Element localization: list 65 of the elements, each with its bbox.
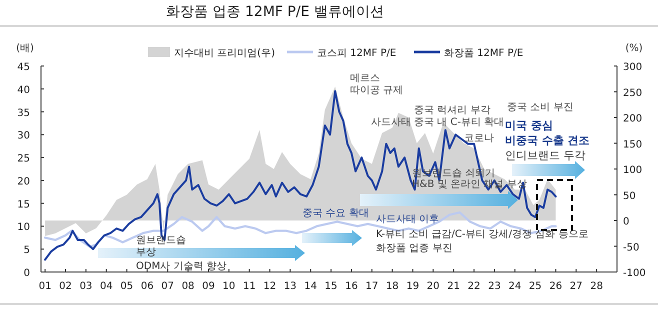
x-tick-label: 18 bbox=[386, 281, 399, 292]
x-tick-label: 01 bbox=[38, 281, 52, 292]
x-tick-label: 12 bbox=[263, 281, 276, 292]
x-tick-label: 02 bbox=[59, 281, 72, 292]
legend-label: 화장품 12MF P/E bbox=[444, 48, 524, 59]
y2-tick-label: 300 bbox=[623, 62, 642, 73]
annotation: 코로나 bbox=[464, 133, 494, 144]
x-tick-label: 04 bbox=[100, 281, 113, 292]
y-tick-label: 45 bbox=[17, 62, 30, 73]
y-tick-label: 0 bbox=[24, 268, 30, 279]
x-tick-label: 20 bbox=[426, 281, 440, 292]
x-tick-label: 19 bbox=[406, 281, 420, 292]
y2-tick-label: 0 bbox=[623, 216, 630, 228]
y-tick-label: 30 bbox=[17, 130, 30, 142]
chart-title: 화장품 업종 12MF P/E 밸류에이션 bbox=[166, 4, 384, 20]
x-tick-label: 27 bbox=[570, 281, 583, 292]
y-tick-label: 35 bbox=[17, 108, 30, 119]
x-tick-label: 07 bbox=[161, 281, 174, 292]
x-tick-label: 22 bbox=[468, 281, 480, 292]
y2-tick-label: 50 bbox=[623, 190, 636, 202]
x-tick-label: 13 bbox=[284, 281, 297, 292]
y2-tick-label: -100 bbox=[623, 268, 646, 279]
annotation: ODM사 기술력 향상 bbox=[136, 261, 227, 272]
x-tick-label: 28 bbox=[590, 281, 603, 292]
y-tick-label: 40 bbox=[17, 84, 30, 96]
annotation: 메르스 따이공 규제 bbox=[350, 73, 404, 96]
y-tick-label: 10 bbox=[17, 222, 30, 234]
x-tick-label: 17 bbox=[366, 281, 378, 292]
x-tick-label: 16 bbox=[345, 281, 358, 292]
x-tick-label: 24 bbox=[508, 281, 522, 292]
y-tick-label: 20 bbox=[17, 176, 30, 188]
x-tick-label: 21 bbox=[447, 281, 460, 292]
annotation: 중국 소비 부진 bbox=[507, 102, 574, 113]
y2-tick-label: 150 bbox=[623, 139, 642, 150]
y2-tick-label: -50 bbox=[623, 242, 640, 254]
x-tick-label: 08 bbox=[182, 281, 194, 292]
x-tick-label: 09 bbox=[202, 281, 215, 292]
x-tick-label: 25 bbox=[528, 281, 542, 292]
y2-axis-title: (%) bbox=[625, 43, 643, 54]
x-tick-label: 23 bbox=[488, 281, 501, 292]
x-tick-label: 05 bbox=[120, 281, 134, 292]
annotation: 미국 중심 비중국 수출 견조 bbox=[505, 119, 590, 147]
y2-tick-label: 200 bbox=[623, 114, 642, 124]
annotation: 인디브랜드 두각 bbox=[505, 149, 586, 162]
annotation: 사드사태 bbox=[371, 117, 411, 128]
y-tick-label: 15 bbox=[17, 199, 30, 210]
x-tick-label: 14 bbox=[304, 281, 317, 292]
annotation: 중국 럭셔리 부각 중국 내 C-뷰티 확대 bbox=[414, 105, 504, 128]
y2-tick-label: 100 bbox=[623, 165, 642, 176]
x-tick-label: 06 bbox=[140, 281, 154, 292]
x-tick-label: 11 bbox=[242, 281, 256, 292]
annotation: 사드사태 이후 bbox=[376, 214, 440, 225]
x-tick-label: 15 bbox=[324, 281, 338, 292]
y-axis-title: (배) bbox=[16, 43, 34, 54]
legend-label: 코스피 12MF P/E bbox=[317, 48, 396, 59]
x-tick-label: 26 bbox=[549, 281, 562, 292]
legend-label: 지수대비 프리미엄(우) bbox=[174, 48, 276, 59]
y-tick-label: 5 bbox=[24, 245, 30, 256]
y-tick-label: 25 bbox=[17, 154, 30, 165]
x-tick-label: 03 bbox=[80, 281, 92, 292]
annotation: K-뷰티 소비 급감/C-뷰티 강세/경쟁 심화 등으로 화장품 업종 부진 bbox=[376, 229, 588, 254]
x-tick-label: 10 bbox=[222, 281, 236, 292]
annotation: 중국 수요 확대 bbox=[302, 208, 369, 220]
annotation: 원브랜드숍 부상 bbox=[136, 235, 186, 258]
y2-tick-label: 250 bbox=[623, 88, 642, 99]
